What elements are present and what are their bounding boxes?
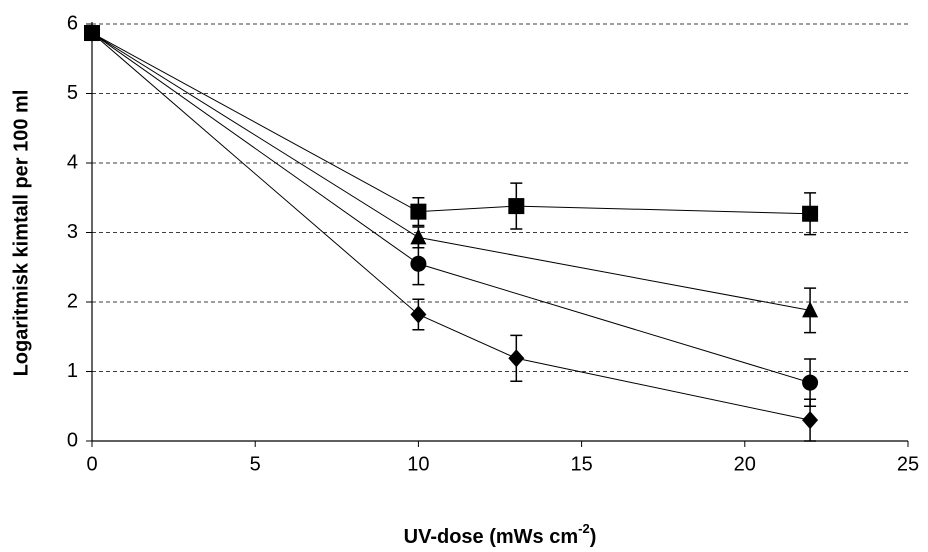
y-tick-label: 2: [67, 290, 78, 312]
marker: [802, 301, 819, 318]
y-tick-label: 6: [67, 12, 78, 34]
marker: [410, 228, 427, 245]
y-tick-label: 1: [67, 360, 78, 382]
marker: [508, 198, 525, 215]
y-axis-label: Logaritmisk kimtall per 100 ml: [10, 90, 32, 377]
marker: [410, 203, 427, 220]
marker: [802, 374, 819, 391]
series-line: [91, 32, 811, 421]
x-axis-label-text: UV-dose (mWs cm: [404, 526, 578, 548]
series-line: [91, 32, 811, 384]
x-tick-label: 10: [407, 453, 429, 475]
x-tick-label: 20: [734, 453, 756, 475]
marker: [802, 411, 819, 430]
x-tick-label: 25: [897, 453, 919, 475]
y-tick-label: 5: [67, 82, 78, 104]
x-tick-label: 15: [570, 453, 592, 475]
x-axis-label: UV-dose (mWs cm-2): [404, 521, 597, 548]
y-tick-label: 4: [67, 151, 78, 173]
x-axis-label-suffix: ): [590, 526, 597, 548]
y-tick-label: 0: [67, 429, 78, 451]
y-tick-label: 3: [67, 221, 78, 243]
series-line: [91, 32, 811, 311]
marker: [410, 305, 427, 324]
x-tick-label: 5: [250, 453, 261, 475]
x-tick-label: 0: [86, 453, 97, 475]
marker: [84, 24, 100, 43]
x-axis-label-sup: -2: [578, 521, 590, 536]
marker: [802, 205, 819, 222]
marker: [410, 255, 427, 272]
series-line: [91, 32, 811, 215]
marker: [508, 349, 525, 368]
